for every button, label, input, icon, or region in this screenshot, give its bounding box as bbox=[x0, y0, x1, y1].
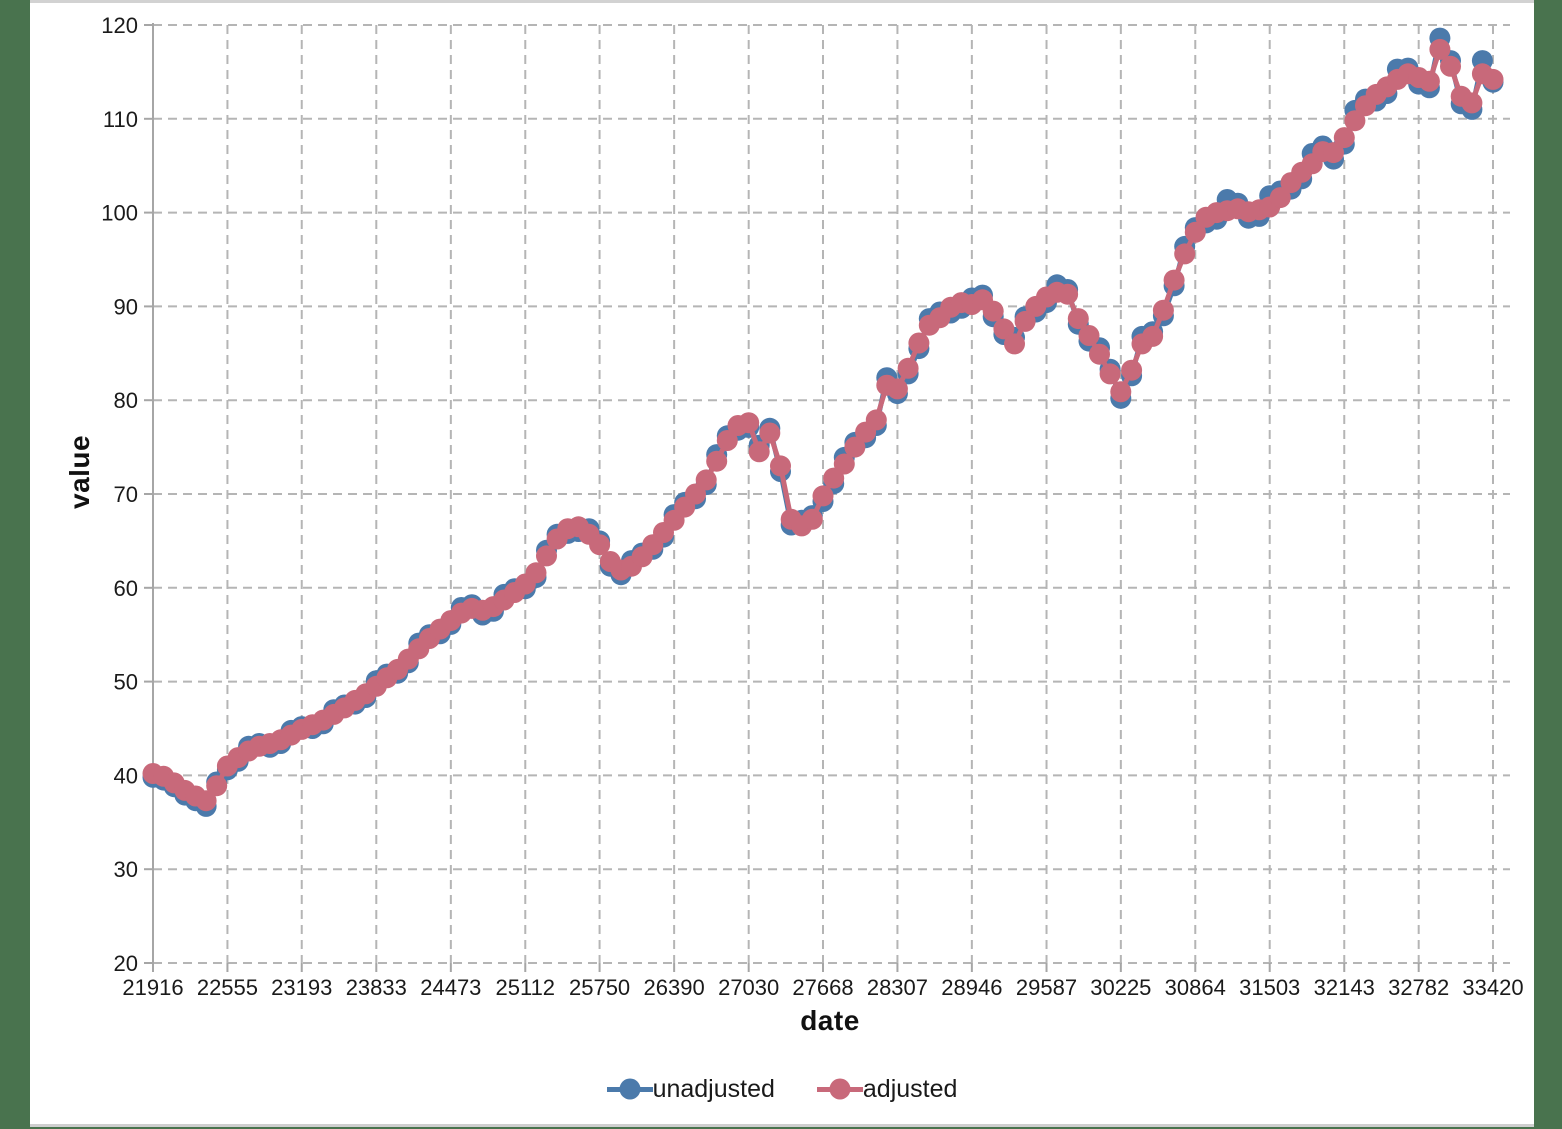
svg-text:31503: 31503 bbox=[1239, 975, 1300, 1000]
svg-text:25112: 25112 bbox=[496, 975, 556, 1000]
plot-area: 20 30 40 50 60 70 80 90 100 110 120 21916 22555 23193… bbox=[101, 13, 1523, 1000]
svg-text:26390: 26390 bbox=[644, 975, 705, 1000]
svg-text:24473: 24473 bbox=[420, 975, 481, 1000]
svg-text:27668: 27668 bbox=[792, 975, 853, 1000]
svg-text:30864: 30864 bbox=[1165, 975, 1226, 1000]
y-axis-title: value bbox=[64, 434, 95, 509]
svg-text:90: 90 bbox=[114, 294, 138, 319]
svg-text:120: 120 bbox=[101, 13, 138, 38]
svg-text:23833: 23833 bbox=[346, 975, 407, 1000]
svg-text:32782: 32782 bbox=[1388, 975, 1449, 1000]
legend-item-unadjusted: unadjusted bbox=[606, 1074, 775, 1104]
unadjusted-marker-icon bbox=[606, 1086, 653, 1092]
svg-text:70: 70 bbox=[114, 482, 138, 507]
svg-text:28307: 28307 bbox=[867, 975, 928, 1000]
svg-text:23193: 23193 bbox=[271, 975, 332, 1000]
adjusted-marker-icon bbox=[816, 1086, 863, 1092]
svg-text:30225: 30225 bbox=[1090, 975, 1151, 1000]
svg-text:21916: 21916 bbox=[122, 975, 183, 1000]
svg-text:50: 50 bbox=[114, 670, 138, 695]
svg-text:32143: 32143 bbox=[1314, 975, 1375, 1000]
x-axis-title: date bbox=[800, 1005, 860, 1036]
svg-text:33420: 33420 bbox=[1462, 975, 1523, 1000]
svg-text:27030: 27030 bbox=[718, 975, 779, 1000]
chart-panel: 20 30 40 50 60 70 80 90 100 110 120 21916 22555 23193… bbox=[30, 0, 1534, 1127]
legend: unadjusted adjusted bbox=[30, 1072, 1534, 1106]
legend-item-adjusted: adjusted bbox=[816, 1074, 958, 1104]
svg-text:100: 100 bbox=[101, 201, 138, 226]
svg-text:29587: 29587 bbox=[1016, 975, 1077, 1000]
svg-text:20: 20 bbox=[114, 951, 138, 976]
legend-label-unadjusted: unadjusted bbox=[652, 1074, 775, 1103]
svg-text:22555: 22555 bbox=[197, 975, 258, 1000]
svg-text:40: 40 bbox=[114, 763, 138, 788]
svg-text:30: 30 bbox=[114, 857, 138, 882]
svg-text:60: 60 bbox=[114, 576, 138, 601]
svg-text:28946: 28946 bbox=[941, 975, 1002, 1000]
svg-text:80: 80 bbox=[114, 388, 138, 413]
legend-label-adjusted: adjusted bbox=[862, 1074, 958, 1103]
svg-text:110: 110 bbox=[103, 107, 138, 132]
svg-text:25750: 25750 bbox=[569, 975, 630, 1000]
